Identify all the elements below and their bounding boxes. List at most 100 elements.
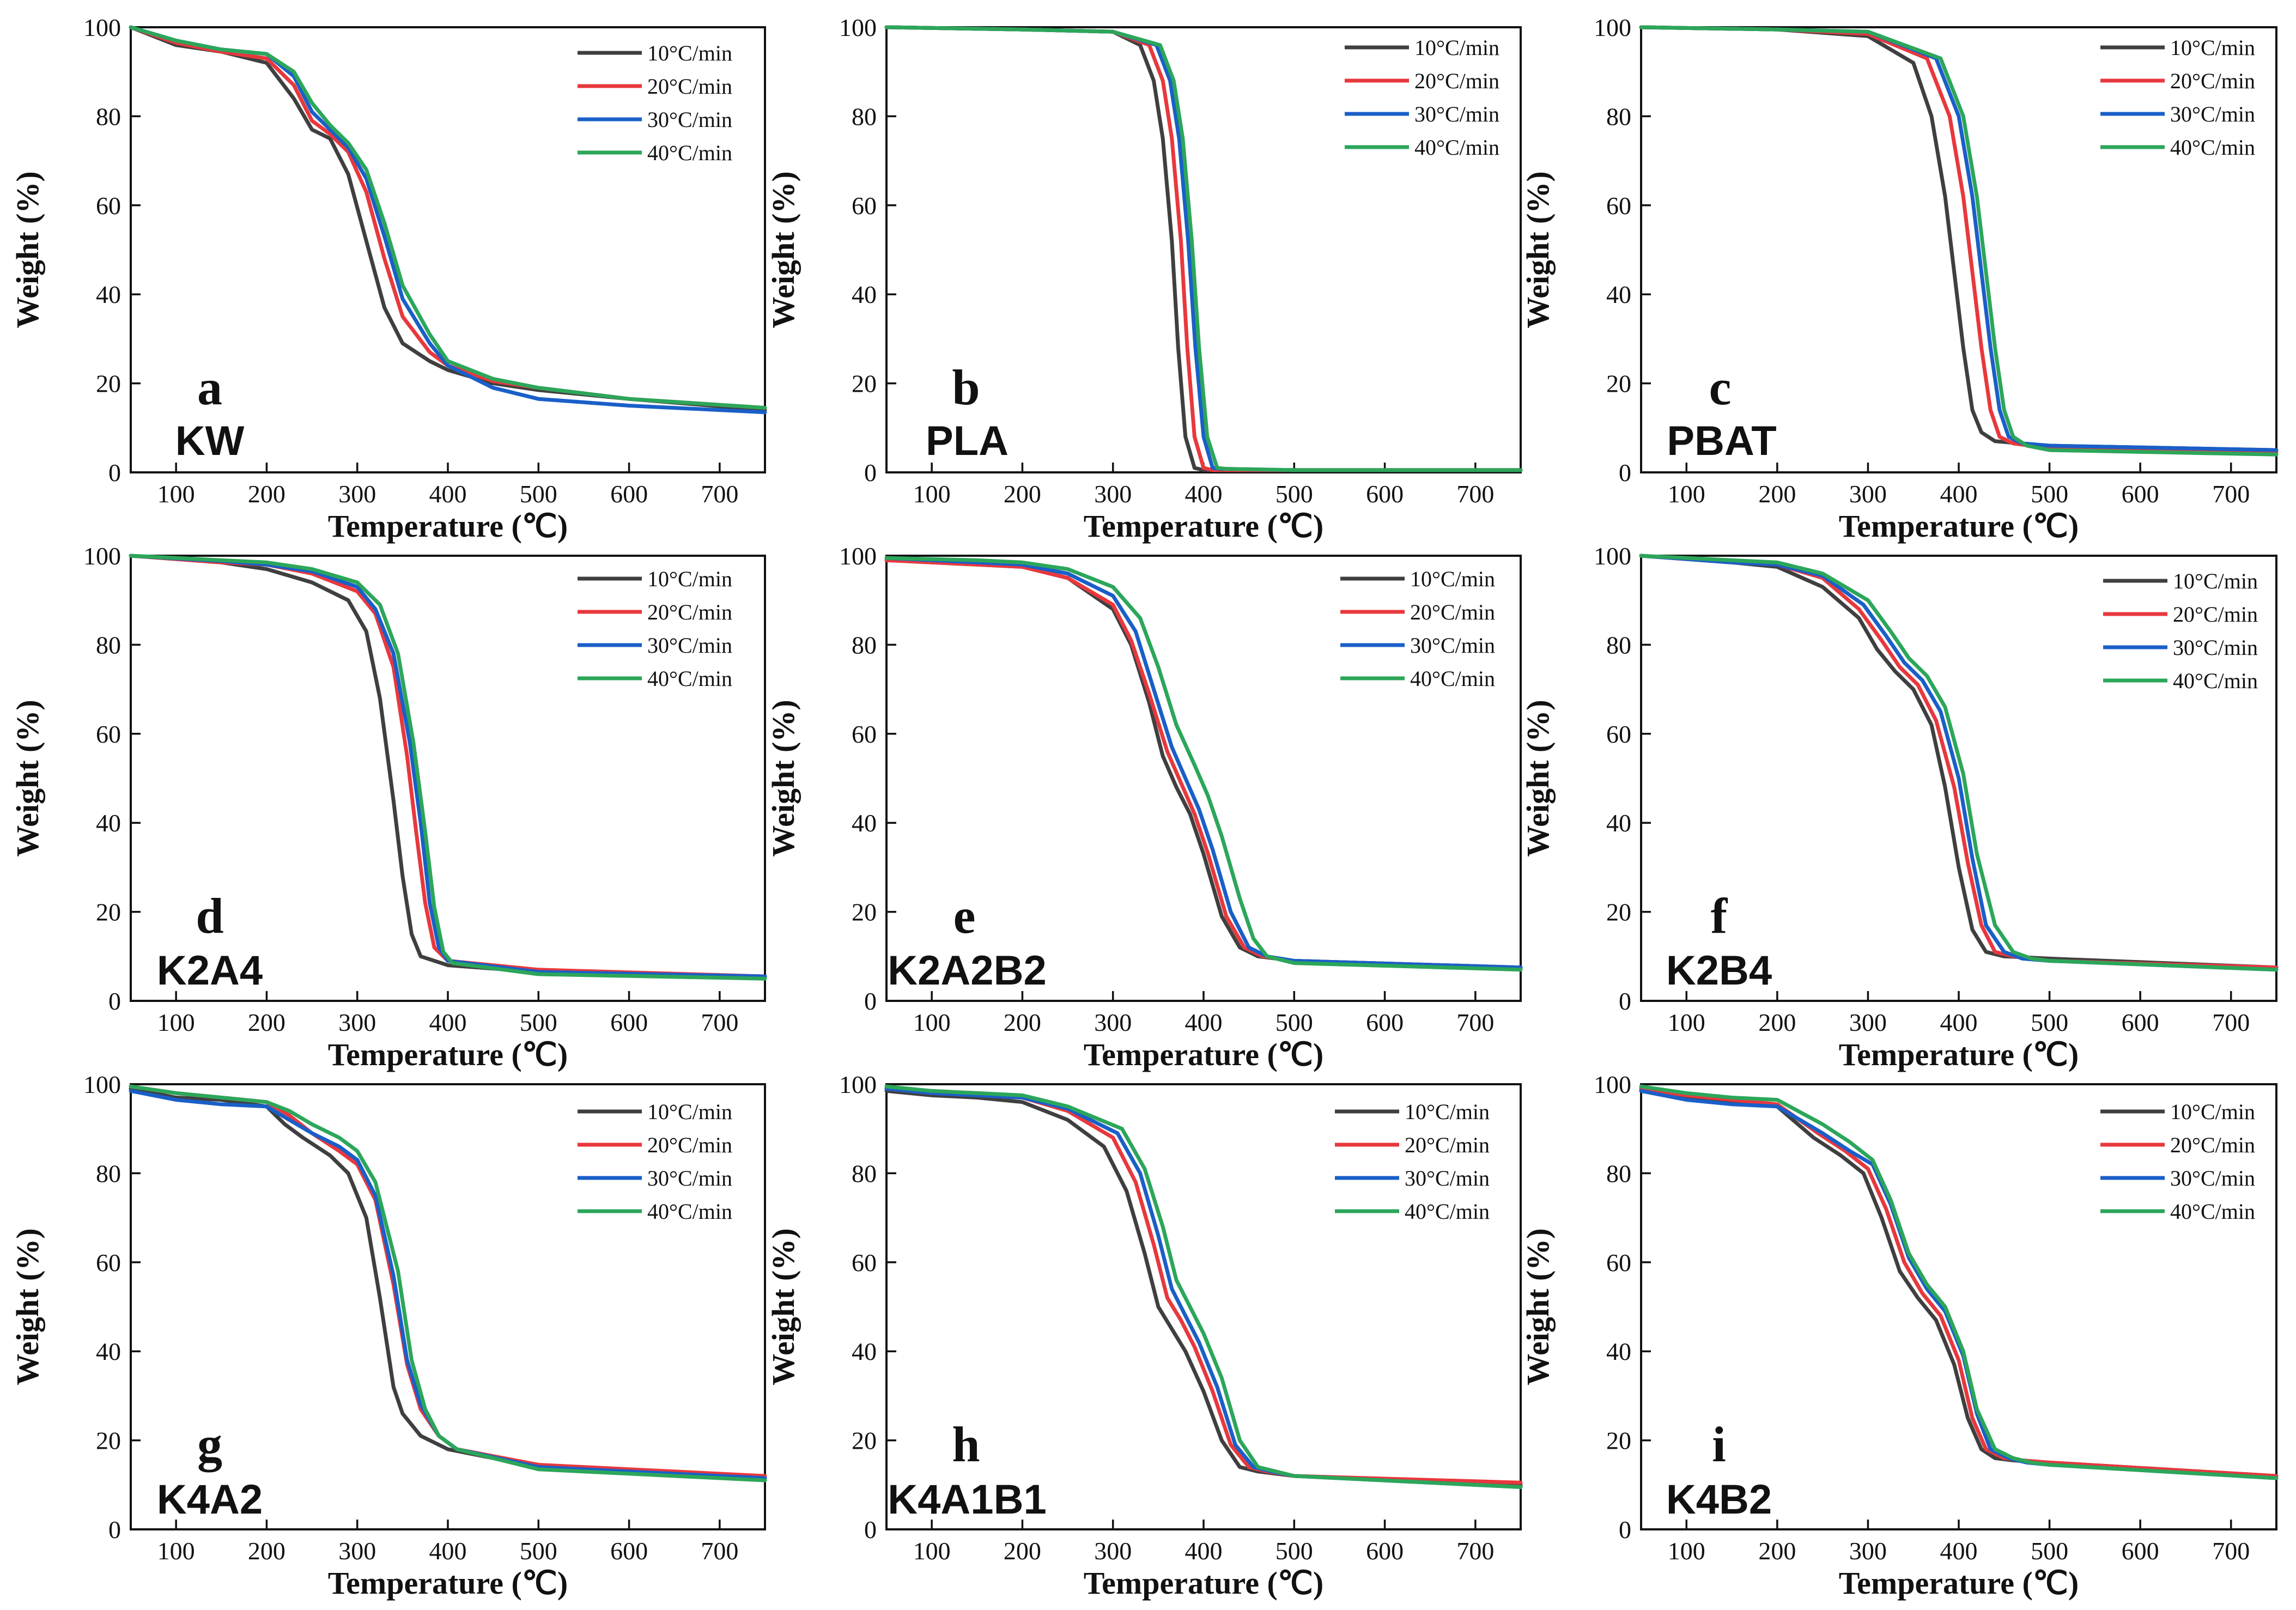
legend-label: 30°C/min bbox=[2173, 635, 2258, 660]
series-line bbox=[884, 1089, 1523, 1487]
y-tick-label: 80 bbox=[1606, 102, 1631, 130]
y-tick-label: 100 bbox=[1594, 14, 1631, 41]
x-tick-label: 600 bbox=[610, 1537, 648, 1565]
legend-label: 10°C/min bbox=[2170, 35, 2255, 60]
legend-label: 10°C/min bbox=[1410, 567, 1495, 591]
y-axis-title: Weight (%) bbox=[1520, 171, 1556, 328]
y-tick-label: 40 bbox=[852, 1338, 877, 1365]
legend-label: 20°C/min bbox=[647, 74, 732, 99]
y-tick-label: 60 bbox=[96, 1249, 121, 1277]
y-tick-label: 60 bbox=[1606, 192, 1631, 220]
x-tick-label: 500 bbox=[2031, 1537, 2068, 1565]
x-tick-label: 100 bbox=[1668, 480, 1705, 508]
y-tick-label: 60 bbox=[96, 720, 121, 748]
legend: 10°C/min 20°C/min 30°C/min 40°C/min bbox=[2100, 35, 2255, 160]
panel-d: 100 200 300 400 500 600 700 0 20 40 60 80 100 Tempera… bbox=[10, 542, 767, 1072]
y-tick-label: 20 bbox=[852, 1427, 877, 1455]
legend-label: 30°C/min bbox=[1414, 102, 1499, 126]
x-tick-label: 400 bbox=[1185, 1537, 1223, 1565]
x-axis-title: Temperature (℃) bbox=[1084, 1037, 1323, 1072]
y-tick-label: 0 bbox=[1619, 987, 1631, 1015]
x-tick-label: 700 bbox=[701, 480, 738, 508]
series-line bbox=[1639, 25, 2279, 454]
x-tick-label: 400 bbox=[1185, 480, 1223, 508]
y-tick-label: 40 bbox=[1606, 281, 1631, 308]
legend-label: 30°C/min bbox=[2170, 1166, 2255, 1190]
panel-a: 100 200 300 400 500 600 700 0 20 40 60 80 100 Tempera… bbox=[10, 14, 767, 544]
legend-label: 40°C/min bbox=[2170, 1199, 2255, 1224]
x-tick-label: 700 bbox=[2212, 1537, 2250, 1565]
x-tick-label: 100 bbox=[913, 1008, 951, 1036]
x-tick-label: 600 bbox=[610, 480, 648, 508]
sample-name: PBAT bbox=[1667, 418, 1776, 464]
x-tick-label: 300 bbox=[1849, 1537, 1887, 1565]
legend-label: 30°C/min bbox=[647, 107, 732, 132]
legend-label: 20°C/min bbox=[1410, 600, 1495, 624]
x-tick-label: 300 bbox=[338, 1537, 376, 1565]
x-tick-label: 200 bbox=[1758, 1537, 1796, 1565]
series-line bbox=[884, 25, 1523, 472]
legend-label: 20°C/min bbox=[2170, 1133, 2255, 1157]
legend: 10°C/min 20°C/min 30°C/min 40°C/min bbox=[578, 41, 732, 165]
x-tick-label: 600 bbox=[1366, 1008, 1404, 1036]
x-tick-label: 300 bbox=[1849, 480, 1887, 508]
y-tick-label: 60 bbox=[852, 720, 877, 748]
panel-letter: b bbox=[952, 360, 980, 415]
legend-label: 10°C/min bbox=[2173, 569, 2258, 593]
sample-name: K4A2 bbox=[157, 1477, 263, 1523]
x-tick-label: 300 bbox=[1094, 480, 1132, 508]
sample-name: K2A4 bbox=[157, 947, 263, 994]
y-axis-title: Weight (%) bbox=[766, 1228, 801, 1385]
x-tick-label: 700 bbox=[1456, 1008, 1494, 1036]
y-tick-label: 100 bbox=[83, 542, 121, 570]
panel-letter: d bbox=[196, 888, 223, 944]
y-tick-label: 100 bbox=[839, 1071, 877, 1098]
x-tick-label: 600 bbox=[1366, 480, 1404, 508]
y-tick-label: 40 bbox=[96, 1338, 121, 1365]
legend: 10°C/min 20°C/min 30°C/min 40°C/min bbox=[1340, 567, 1495, 691]
legend-label: 40°C/min bbox=[647, 141, 732, 165]
legend-label: 20°C/min bbox=[1414, 69, 1499, 93]
series-line bbox=[129, 1086, 767, 1480]
x-tick-label: 500 bbox=[520, 480, 557, 508]
legend-label: 40°C/min bbox=[1410, 666, 1495, 691]
x-axis-title: Temperature (℃) bbox=[1839, 1037, 2079, 1072]
series-line bbox=[129, 25, 767, 412]
x-tick-label: 500 bbox=[520, 1537, 557, 1565]
y-tick-label: 100 bbox=[83, 1071, 121, 1098]
y-axis-title: Weight (%) bbox=[10, 171, 45, 328]
x-axis-title: Temperature (℃) bbox=[1084, 1565, 1323, 1601]
y-tick-label: 40 bbox=[1606, 1338, 1631, 1365]
x-tick-label: 100 bbox=[157, 1008, 195, 1036]
x-tick-label: 700 bbox=[2212, 480, 2250, 508]
legend-label: 30°C/min bbox=[647, 1166, 732, 1190]
panel-letter: f bbox=[1711, 888, 1728, 944]
y-tick-label: 0 bbox=[864, 987, 877, 1015]
x-tick-label: 700 bbox=[701, 1537, 738, 1565]
y-tick-label: 0 bbox=[1619, 1516, 1631, 1544]
y-tick-label: 40 bbox=[1606, 809, 1631, 837]
legend-label: 40°C/min bbox=[1414, 135, 1499, 160]
panel-letter: h bbox=[952, 1417, 980, 1472]
y-tick-label: 20 bbox=[96, 370, 121, 398]
x-tick-label: 100 bbox=[913, 1537, 951, 1565]
x-tick-label: 200 bbox=[1758, 480, 1796, 508]
legend-label: 30°C/min bbox=[647, 633, 732, 658]
x-tick-label: 700 bbox=[701, 1008, 738, 1036]
y-tick-label: 80 bbox=[852, 102, 877, 130]
x-tick-label: 500 bbox=[1275, 1008, 1313, 1036]
panel-e: 100 200 300 400 500 600 700 0 20 40 60 80 100 Tempera… bbox=[766, 542, 1523, 1072]
panel-letter: e bbox=[953, 888, 976, 944]
x-tick-label: 200 bbox=[1004, 1008, 1041, 1036]
series-line bbox=[129, 25, 767, 410]
x-tick-label: 200 bbox=[1004, 1537, 1041, 1565]
x-axis-title: Temperature (℃) bbox=[1839, 1565, 2079, 1601]
x-tick-label: 500 bbox=[1275, 480, 1313, 508]
x-tick-label: 500 bbox=[1275, 1537, 1313, 1565]
legend-label: 10°C/min bbox=[1405, 1099, 1490, 1124]
x-axis-title: Temperature (℃) bbox=[328, 1037, 568, 1072]
x-tick-label: 400 bbox=[1940, 480, 1978, 508]
series-line bbox=[1639, 1084, 2279, 1480]
y-tick-label: 100 bbox=[839, 542, 877, 570]
